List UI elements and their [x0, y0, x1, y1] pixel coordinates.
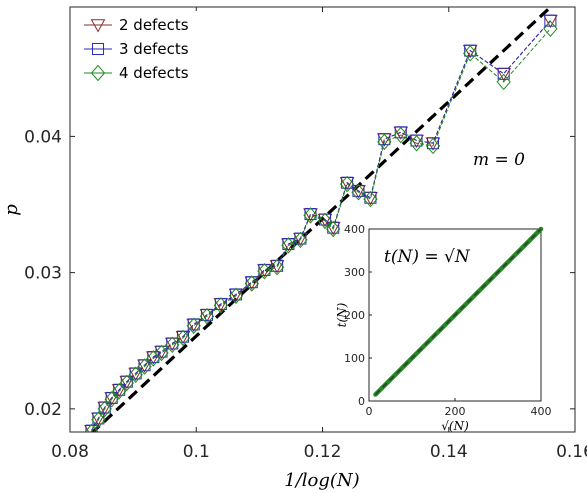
data-point — [497, 67, 510, 80]
x-tick-label: 0.16 — [556, 442, 587, 462]
inset-y-tick-label: 300 — [344, 266, 365, 279]
data-point — [351, 184, 366, 201]
data-point — [228, 287, 244, 305]
main-plot-area — [84, 7, 558, 432]
data-point — [317, 212, 333, 230]
inset-x-tick-label: 400 — [531, 405, 552, 418]
data-point — [104, 391, 119, 408]
data-point — [175, 329, 191, 347]
data-point — [112, 382, 127, 400]
data-point — [409, 134, 424, 152]
data-point — [363, 190, 378, 208]
data-point — [97, 400, 112, 418]
data-point — [303, 207, 318, 224]
data-point — [496, 73, 511, 91]
inset-y-axis-label: t(N) — [335, 302, 349, 327]
inset-axis-ticks: 0 200 400 0 100 200 300 400 — [344, 223, 552, 418]
data-point — [293, 231, 308, 249]
data-point — [154, 344, 169, 362]
y-tick-label: 0.04 — [24, 127, 62, 147]
legend-label: 4 defects — [119, 64, 189, 82]
data-point — [425, 137, 441, 155]
main-series-group — [84, 7, 558, 432]
x-axis-label: 1/log(N) — [284, 470, 359, 491]
data-point — [544, 14, 557, 27]
main-plot-frame — [69, 6, 576, 433]
data-point — [393, 126, 408, 144]
legend-marker — [91, 42, 105, 56]
x-tick-label: 0.14 — [430, 442, 468, 462]
x-tick-label: 0.12 — [304, 442, 342, 462]
y-tick-label: 0.03 — [24, 264, 62, 284]
inset-x-axis-label: √(N) — [441, 419, 469, 433]
data-point — [269, 258, 285, 276]
data-point — [394, 126, 407, 139]
data-point — [137, 358, 152, 375]
data-point — [463, 45, 478, 62]
data-point — [378, 133, 391, 146]
inset-fit-line — [374, 228, 542, 396]
inset-annotation: t(N) = √N — [384, 247, 471, 267]
inset-y-tick-label: 0 — [358, 395, 365, 408]
data-point — [377, 133, 392, 151]
y-tick-label: 0.02 — [24, 400, 62, 420]
data-point — [165, 336, 180, 354]
data-point — [326, 220, 341, 238]
y-axis-label: p — [1, 204, 22, 216]
legend-background — [75, 11, 205, 91]
main-axis-ticks: 0.08 0.1 0.12 0.14 0.16 0.02 0.03 0.04 — [24, 7, 587, 462]
legend: 2 defects 3 defects 4 defects — [75, 11, 205, 91]
data-point — [281, 237, 296, 254]
data-point — [543, 20, 558, 38]
data-point — [199, 307, 215, 325]
x-tick-label: 0.1 — [183, 442, 210, 462]
legend-marker — [90, 64, 106, 82]
data-point — [244, 275, 259, 292]
inset-x-tick-label: 0 — [366, 405, 373, 418]
inset-plot-area — [373, 226, 544, 397]
inset-y-tick-label: 200 — [344, 309, 365, 322]
inset-chart: 0 200 400 0 100 200 300 400 t(N) = √N √(N) t(N) — [335, 223, 552, 433]
annotation-m: m = 0 — [473, 150, 525, 170]
data-point — [257, 263, 272, 280]
x-tick-label: 0.08 — [51, 442, 89, 462]
data-point — [426, 137, 439, 150]
legend-marker — [90, 19, 106, 33]
data-point — [91, 411, 106, 428]
inset-x-tick-label: 200 — [445, 405, 466, 418]
fit-line — [90, 7, 553, 432]
data-point — [119, 374, 134, 392]
legend-label: 3 defects — [119, 40, 189, 58]
inset-y-tick-label: 100 — [344, 352, 365, 365]
data-point — [410, 134, 423, 147]
data-point — [339, 175, 355, 193]
inset-y-tick-label: 400 — [344, 223, 365, 236]
data-point — [128, 366, 143, 384]
data-point — [464, 44, 477, 57]
data-point — [213, 297, 229, 314]
data-point — [186, 317, 201, 334]
legend-label: 2 defects — [119, 16, 189, 34]
legend-items: 2 defects 3 defects 4 defects — [84, 16, 189, 82]
data-point — [84, 423, 99, 432]
